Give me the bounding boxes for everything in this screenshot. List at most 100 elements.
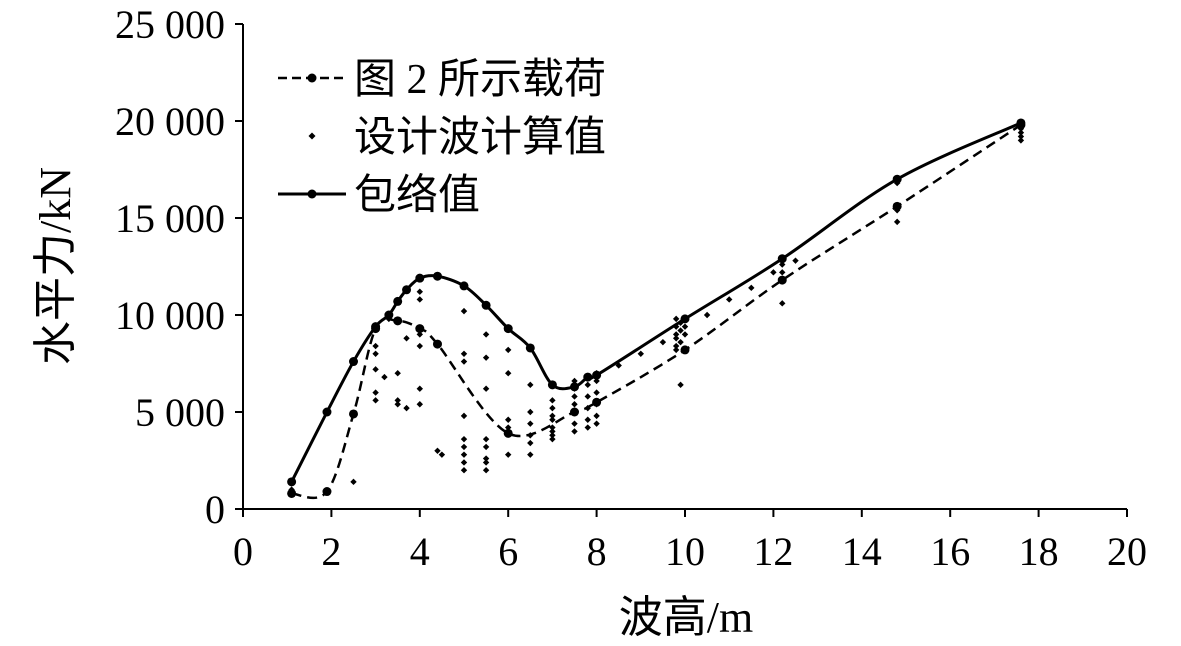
x-tick-label: 2 bbox=[321, 529, 341, 574]
scatter-point bbox=[571, 408, 578, 416]
scatter-point bbox=[505, 416, 512, 423]
scatter-point bbox=[659, 338, 667, 346]
legend-marker bbox=[308, 132, 316, 140]
series-marker bbox=[371, 322, 381, 332]
scatter-point bbox=[571, 393, 578, 400]
scatter-point bbox=[372, 389, 379, 396]
scatter-point bbox=[672, 331, 680, 338]
scatter-point bbox=[350, 478, 357, 486]
series-2 bbox=[287, 118, 1026, 487]
series-layer bbox=[287, 118, 1026, 500]
scatter-point bbox=[593, 412, 600, 420]
legend-label: 包络值 bbox=[354, 172, 480, 219]
series-marker bbox=[287, 488, 297, 498]
legend-marker bbox=[307, 189, 317, 199]
scatter-point bbox=[460, 412, 468, 420]
scatter-point bbox=[1017, 137, 1025, 144]
scatter-point bbox=[770, 269, 777, 276]
scatter-point bbox=[438, 451, 446, 458]
scatter-point bbox=[416, 296, 423, 303]
scatter-point bbox=[381, 373, 388, 381]
scatter-point bbox=[593, 420, 600, 427]
scatter-point bbox=[482, 443, 490, 451]
series-marker bbox=[1016, 118, 1026, 128]
scatter-point bbox=[460, 443, 468, 451]
scatter-point bbox=[779, 261, 786, 268]
y-tick-label: 20 000 bbox=[115, 99, 225, 144]
scatter-point bbox=[549, 435, 556, 443]
series-marker bbox=[432, 339, 442, 349]
series-marker bbox=[777, 254, 787, 264]
scatter-point bbox=[893, 218, 901, 226]
x-tick-label: 8 bbox=[587, 529, 607, 574]
scatter-point bbox=[779, 300, 786, 307]
series-marker bbox=[503, 428, 513, 438]
legend-label: 设计波计算值 bbox=[354, 115, 606, 161]
scatter-point bbox=[549, 424, 556, 431]
scatter-point bbox=[584, 381, 591, 389]
scatter-point bbox=[672, 315, 680, 323]
scatter-point bbox=[549, 428, 556, 435]
scatter-point bbox=[672, 346, 680, 354]
scatter-point bbox=[527, 439, 534, 447]
scatter-point bbox=[527, 432, 534, 439]
scatter-point bbox=[482, 459, 490, 466]
scatter-point bbox=[394, 397, 401, 404]
scatter-point bbox=[792, 257, 799, 264]
scatter-point bbox=[571, 428, 578, 435]
scatter-point bbox=[460, 358, 468, 365]
series-marker bbox=[680, 314, 690, 324]
scatter-point bbox=[416, 385, 423, 392]
legend-label: 图 2 所示载荷 bbox=[354, 57, 606, 103]
x-tick-label: 0 bbox=[233, 529, 253, 574]
scatter-point bbox=[677, 381, 684, 389]
scatter-point bbox=[593, 389, 600, 396]
scatter-point bbox=[748, 284, 755, 292]
scatter-point bbox=[779, 269, 786, 276]
axes: 0 2 4 6 8 10 12 14 16 18 20 0 5 000 10 000 15 000 20 00… bbox=[115, 2, 1147, 574]
scatter-point bbox=[549, 412, 556, 420]
series-marker bbox=[415, 324, 425, 334]
x-tick-label: 6 bbox=[498, 529, 518, 574]
scatter-point bbox=[1017, 133, 1025, 140]
x-tick-label: 4 bbox=[410, 529, 430, 574]
series-line bbox=[291, 123, 1022, 500]
scatter-point bbox=[416, 288, 423, 295]
y-tick-label: 25 000 bbox=[115, 2, 225, 47]
scatter-point bbox=[288, 486, 295, 493]
scatter-point bbox=[677, 327, 684, 334]
series-marker bbox=[393, 316, 403, 326]
scatter-point bbox=[527, 451, 534, 458]
series-marker bbox=[322, 407, 332, 417]
legend-marker bbox=[307, 73, 317, 83]
y-tick-label: 5 000 bbox=[135, 390, 225, 435]
scatter-point bbox=[394, 370, 401, 377]
scatter-point bbox=[726, 296, 733, 303]
scatter-point bbox=[1017, 129, 1025, 136]
series-marker bbox=[592, 370, 602, 380]
y-tick-label: 0 bbox=[205, 487, 225, 532]
scatter-point bbox=[403, 335, 410, 342]
scatter-point bbox=[372, 350, 379, 357]
scatter-point bbox=[460, 459, 468, 466]
series-marker bbox=[525, 343, 535, 353]
scatter-point bbox=[637, 350, 644, 357]
scatter-point bbox=[505, 424, 512, 431]
scatter-point bbox=[571, 377, 578, 385]
series-marker bbox=[287, 477, 297, 487]
series-marker bbox=[547, 380, 557, 390]
series-marker bbox=[570, 382, 579, 392]
scatter-point bbox=[372, 397, 379, 404]
scatter-point bbox=[416, 401, 423, 408]
scatter-point bbox=[677, 338, 684, 346]
series-marker bbox=[402, 285, 412, 295]
scatter-point bbox=[681, 323, 689, 330]
scatter-point bbox=[549, 404, 556, 412]
series-marker bbox=[680, 345, 690, 355]
scatter-point bbox=[549, 416, 556, 423]
series-marker bbox=[349, 409, 358, 419]
scatter-point bbox=[584, 404, 591, 412]
scatter-point bbox=[482, 435, 490, 443]
scatter-point bbox=[482, 354, 490, 361]
